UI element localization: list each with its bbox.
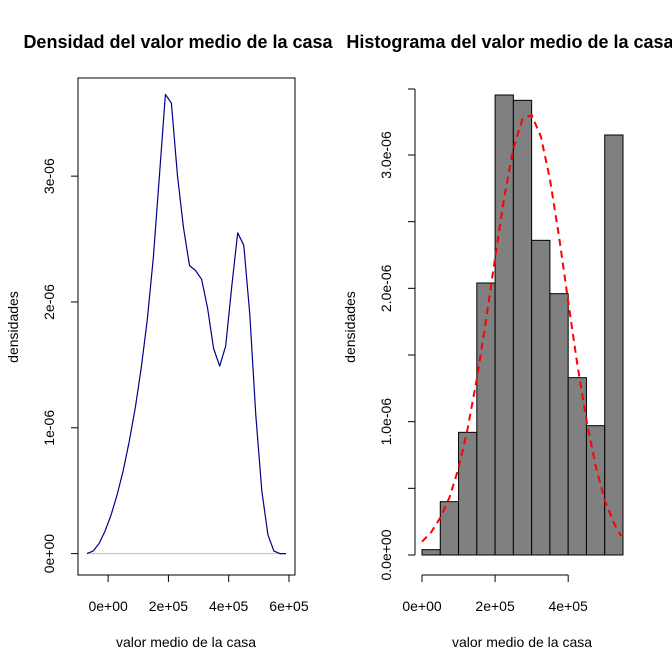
density-title: Densidad del valor medio de la casa: [23, 32, 333, 52]
histogram-xlabel: valor medio de la casa: [452, 634, 592, 650]
histogram-x-tick-label: 4e+05: [549, 598, 589, 614]
histogram-normal-curve: [421, 113, 623, 543]
density-y-tick-label: 1e-06: [41, 410, 57, 446]
density-marks: [86, 93, 286, 555]
histogram-x-tick-label: 0e+00: [402, 598, 442, 614]
density-x-axis: 0e+00 2e+05 4e+05 6e+05: [88, 574, 309, 614]
density-y-tick-label: 2e-06: [41, 284, 57, 320]
density-x-tick-label: 0e+00: [88, 598, 128, 614]
density-ylabel: densidades: [5, 291, 21, 363]
histogram-bar: [604, 134, 624, 556]
histogram-plot: Histograma del valor medio de la casa va…: [342, 32, 672, 650]
histogram-y-tick-label: 1.0e-06: [378, 398, 394, 446]
histogram-bars: [421, 94, 624, 556]
histogram-ylabel: densidades: [342, 291, 358, 363]
density-plot-box: [77, 77, 296, 576]
histogram-title: Histograma del valor medio de la casa: [346, 32, 672, 52]
histogram-bar: [512, 99, 533, 556]
histogram-y-tick-label: 3.0e-06: [378, 131, 394, 179]
histogram-x-tick-label: 2e+05: [475, 598, 515, 614]
density-xlabel: valor medio de la casa: [116, 634, 256, 650]
histogram-bar: [549, 293, 569, 556]
histogram-y-axis: 0.0e+00 1.0e-06 2.0e-06 3.0e-06: [378, 88, 416, 581]
normal-curve-line: [421, 113, 623, 543]
histogram-x-axis: 0e+00 2e+05 4e+05: [402, 574, 589, 614]
histogram-bar: [567, 377, 587, 556]
density-x-tick-label: 2e+05: [149, 598, 189, 614]
density-x-tick-label: 4e+05: [209, 598, 249, 614]
histogram-bar: [494, 94, 514, 556]
density-x-tick-label: 6e+05: [269, 598, 309, 614]
histogram-bar: [531, 239, 551, 556]
histogram-bar: [458, 431, 478, 556]
density-y-axis: 0e+00 1e-06 2e-06 3e-06: [41, 158, 79, 574]
histogram-bar: [421, 549, 441, 556]
histogram-y-tick-label: 0.0e+00: [378, 529, 394, 580]
density-line: [86, 93, 286, 555]
density-y-tick-label: 0e+00: [41, 534, 57, 574]
density-plot: Densidad del valor medio de la casa valo…: [5, 32, 334, 650]
histogram-y-tick-label: 2.0e-06: [378, 264, 394, 312]
density-y-tick-label: 3e-06: [41, 158, 57, 194]
